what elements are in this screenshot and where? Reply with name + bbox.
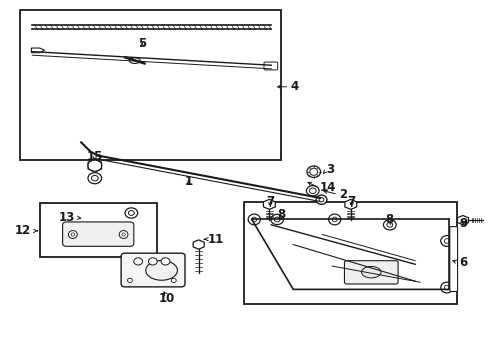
Polygon shape: [344, 199, 356, 210]
Ellipse shape: [171, 278, 176, 283]
Text: 3: 3: [326, 163, 334, 176]
Text: 11: 11: [207, 233, 224, 246]
Text: 15: 15: [86, 150, 103, 163]
Ellipse shape: [127, 278, 132, 283]
Ellipse shape: [145, 261, 177, 280]
Ellipse shape: [88, 173, 102, 184]
Text: 9: 9: [458, 217, 467, 230]
Polygon shape: [88, 159, 102, 172]
Ellipse shape: [148, 258, 157, 265]
FancyBboxPatch shape: [121, 253, 184, 287]
Ellipse shape: [440, 235, 452, 246]
Text: 2: 2: [339, 188, 347, 201]
Ellipse shape: [134, 258, 142, 265]
Ellipse shape: [161, 258, 169, 265]
Ellipse shape: [270, 214, 283, 225]
Text: 7: 7: [266, 195, 274, 208]
Text: 14: 14: [320, 181, 336, 194]
Ellipse shape: [125, 208, 138, 218]
Ellipse shape: [247, 214, 260, 225]
Ellipse shape: [316, 195, 326, 204]
Text: 12: 12: [15, 224, 31, 238]
Text: 8: 8: [276, 208, 285, 221]
Ellipse shape: [306, 166, 320, 177]
Polygon shape: [457, 216, 468, 225]
Ellipse shape: [383, 220, 395, 230]
Text: 13: 13: [58, 211, 74, 224]
Polygon shape: [263, 199, 275, 210]
Text: 4: 4: [290, 80, 299, 93]
Ellipse shape: [306, 186, 319, 196]
Ellipse shape: [68, 230, 77, 238]
FancyBboxPatch shape: [344, 261, 397, 284]
Ellipse shape: [129, 58, 140, 63]
Text: 5: 5: [138, 37, 146, 50]
FancyBboxPatch shape: [449, 226, 457, 292]
Ellipse shape: [328, 214, 340, 225]
Text: 10: 10: [158, 292, 174, 305]
Text: 1: 1: [184, 175, 192, 188]
Text: 6: 6: [458, 256, 467, 269]
Ellipse shape: [119, 230, 128, 238]
Ellipse shape: [361, 266, 380, 278]
Polygon shape: [31, 48, 44, 53]
FancyBboxPatch shape: [62, 222, 134, 246]
Text: 7: 7: [347, 195, 355, 208]
Polygon shape: [193, 240, 203, 249]
Ellipse shape: [440, 282, 452, 293]
FancyBboxPatch shape: [264, 62, 277, 70]
Text: 8: 8: [385, 213, 393, 226]
